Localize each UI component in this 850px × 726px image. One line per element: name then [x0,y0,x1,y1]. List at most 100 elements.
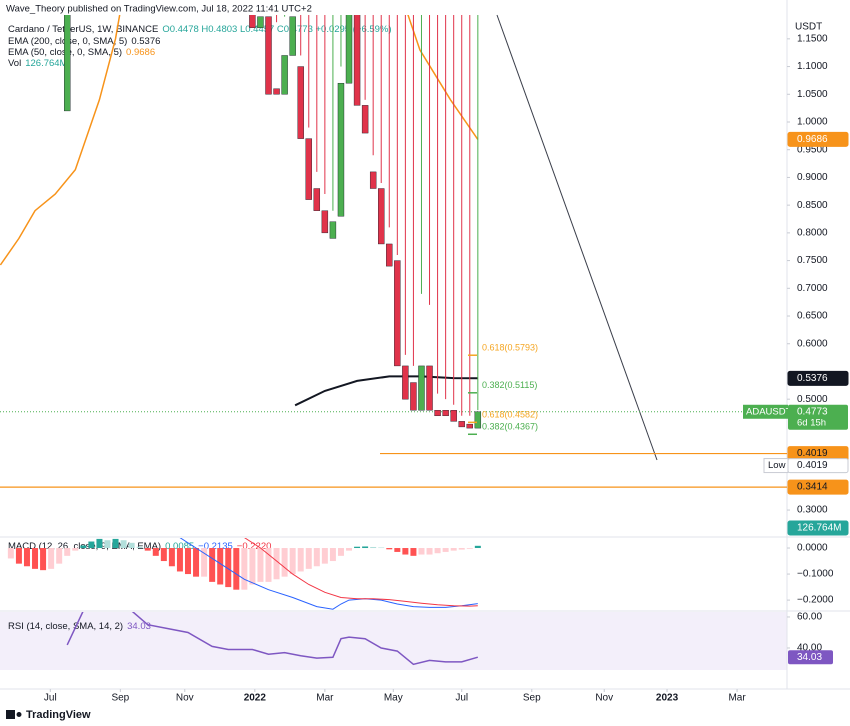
x-tick-label: 2023 [656,693,679,704]
macd-histogram-bar [96,538,103,549]
macd-plot [7,538,481,610]
x-tick-label: Mar [316,693,334,704]
y-tick-label: 0.7500 [797,255,828,266]
macd-histogram-bar [104,540,111,549]
low-badge: 0.4019 [797,460,828,471]
brand: TradingView [26,709,91,721]
macd-histogram-bar [297,548,304,572]
candle-body [257,16,264,28]
fib-label: 0.382(0.5115) [482,380,537,390]
macd-histogram-bar [410,548,417,556]
macd-histogram-bar [152,548,159,556]
ema-badge: 0.5376 [797,373,828,384]
candle-body [458,421,465,428]
level-badge: 0.3414 [797,482,828,493]
macd-histogram-bar [458,548,465,550]
volume-legend: Vol 126.764M [8,58,68,69]
symbol-badge-bg [788,404,848,430]
y-tick-label: 60.00 [797,612,822,623]
currency: USDT [795,22,822,33]
candle-body [402,365,409,400]
macd-histogram-bar [442,548,449,552]
candle-body [394,260,401,367]
x-tick-label: Sep [111,693,129,704]
macd-line [244,538,478,607]
macd-histogram-bar [7,548,14,559]
macd-histogram-bar [23,548,30,567]
candle-body [418,365,425,411]
rsi-badge: 34.03 [797,652,822,663]
macd-histogram-bar [394,548,401,552]
ema-line [294,375,478,407]
symbol-box [743,404,788,419]
macd-histogram-bar [136,546,143,549]
macd-histogram-bar [48,548,55,569]
rsi-value: 34.03 [127,621,151,632]
y-tick-label: 0.6000 [797,338,828,349]
macd-histogram-bar [56,548,63,564]
ema-badge: 0.9686 [797,134,828,145]
y-tick-label: 0.9000 [797,172,828,183]
y-tick-label: 1.1500 [797,33,828,44]
ema-badge-bg [787,370,849,386]
y-tick-label: 0.7000 [797,283,828,294]
candle-body [450,410,457,422]
candle-body [281,55,288,95]
macd-histogram-bar [370,546,377,549]
candle-body [265,16,272,95]
macd-histogram-bar [466,548,473,549]
candle-body [426,365,433,411]
macd-histogram-bar [193,548,200,577]
macd-histogram-bar [241,548,248,590]
fib-label: 0.618(0.5793) [482,343,538,353]
macd-histogram-bar [281,548,288,577]
ema-badge-bg [787,131,849,147]
macd-histogram-bar [418,548,425,555]
fib-label: 0.618(0.4582) [482,410,538,420]
indicator-value: 0.5376 [131,36,160,47]
macd-histogram-bar [378,547,385,549]
macd-histogram-bar [426,548,433,555]
macd-histogram-bar [474,545,481,549]
x-tick-label: May [384,693,403,704]
macd-histogram-bar [64,548,71,556]
macd-histogram-bar [176,548,183,572]
ema-line [0,15,479,266]
x-tick-label: Jul [44,693,57,704]
candle-body [345,15,353,84]
candle-body [297,66,304,139]
y-tick-label: −0.2000 [797,595,834,606]
volume-value: 126.764M [25,58,67,69]
x-tick-label: Mar [728,693,746,704]
candle-body [361,105,369,134]
level-badge: 0.4019 [797,448,828,459]
macd-histogram-bar [128,542,135,549]
symbol-name: ADAUSDT [746,406,792,417]
volume-name: Vol [8,58,21,69]
y-tick-label: 0.0000 [797,543,828,554]
x-tick-label: Jul [455,693,468,704]
macd-histogram-bar [160,548,167,562]
candle-body [273,88,280,95]
footer-logo [6,710,22,719]
indicator-legend: EMA (50, close, 0, SMA, 5) 0.9686 [8,47,155,58]
rsi-badge-bg [788,650,833,665]
x-tick-label: 2022 [244,693,267,704]
fib-label: 0.382(0.4367) [482,422,538,432]
macd-histogram-bar [144,548,151,551]
macd-histogram-bar [112,538,119,549]
y-tick-label: 0.6500 [797,311,828,322]
low-label: Low [768,460,786,471]
macd-histogram-bar [329,548,336,562]
macd-histogram-bar [257,548,264,582]
symbol-legend: Cardano / TetherUS, 1W, BINANCE O0.4478 H… [8,24,392,35]
indicator-value: 0.9686 [126,47,155,58]
ohlc-legend: O0.4478 H0.4803 L0.4457 C0.4773 +0.0295 … [162,24,391,35]
macd-histogram-bar [402,548,409,555]
macd-histogram-bar [72,548,79,551]
candle-body [329,221,337,239]
rsi-name: RSI (14, close, SMA, 14, 2) [8,621,123,632]
y-tick-label: −0.1000 [797,569,834,580]
trend-line [496,14,658,461]
